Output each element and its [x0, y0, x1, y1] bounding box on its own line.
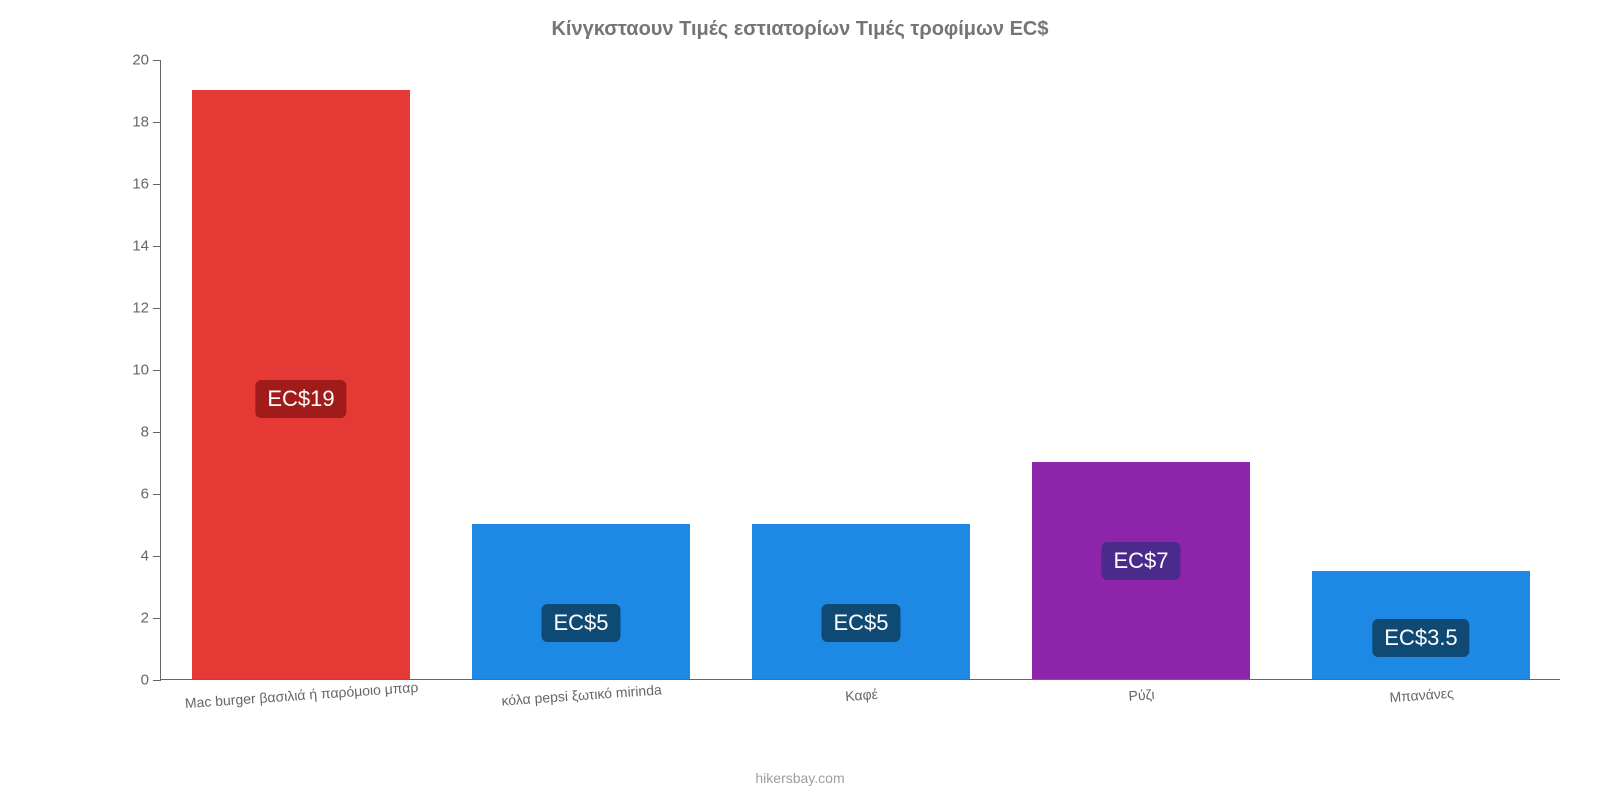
- chart-title: Κίνγκσταουν Τιμές εστιατορίων Τιμές τροφ…: [0, 0, 1600, 41]
- bar-value-label: EC$3.5: [1372, 619, 1469, 657]
- x-axis-label: Μπανάνες: [1389, 685, 1454, 705]
- y-tick-label: 12: [132, 300, 149, 317]
- bar: EC$3.5: [1312, 571, 1530, 680]
- y-tick: [153, 184, 161, 185]
- x-axis-label: Ρύζι: [1128, 686, 1155, 704]
- bar-value-label: EC$5: [541, 604, 620, 642]
- y-tick-label: 8: [141, 424, 149, 441]
- bar-value-label: EC$19: [255, 380, 346, 418]
- y-tick: [153, 432, 161, 433]
- y-tick-label: 4: [141, 548, 149, 565]
- y-tick-label: 10: [132, 362, 149, 379]
- bar: EC$5: [472, 524, 690, 679]
- y-tick: [153, 308, 161, 309]
- x-axis-label: Mac burger βασιλιά ή παρόμοιο μπαρ: [184, 679, 418, 711]
- y-tick-label: 2: [141, 610, 149, 627]
- y-tick-label: 18: [132, 114, 149, 131]
- y-tick-label: 16: [132, 176, 149, 193]
- y-tick: [153, 618, 161, 619]
- bar: EC$5: [752, 524, 970, 679]
- plot-area: 02468101214161820EC$19Mac burger βασιλιά…: [160, 60, 1560, 680]
- y-tick: [153, 246, 161, 247]
- x-axis-label: κόλα pepsi ξωτικό mirinda: [501, 681, 662, 708]
- y-tick-label: 14: [132, 238, 149, 255]
- bar: EC$7: [1032, 462, 1250, 679]
- y-tick: [153, 60, 161, 61]
- footer-credit: hikersbay.com: [755, 770, 844, 786]
- bar-value-label: EC$7: [1101, 542, 1180, 580]
- chart-container: 02468101214161820EC$19Mac burger βασιλιά…: [130, 60, 1560, 700]
- y-tick: [153, 556, 161, 557]
- y-tick: [153, 680, 161, 681]
- bar: EC$19: [192, 90, 410, 679]
- y-tick: [153, 494, 161, 495]
- y-tick: [153, 370, 161, 371]
- y-tick: [153, 122, 161, 123]
- y-tick-label: 0: [141, 672, 149, 689]
- bar-value-label: EC$5: [821, 604, 900, 642]
- x-axis-label: Καφέ: [845, 686, 879, 704]
- y-tick-label: 6: [141, 486, 149, 503]
- y-tick-label: 20: [132, 52, 149, 69]
